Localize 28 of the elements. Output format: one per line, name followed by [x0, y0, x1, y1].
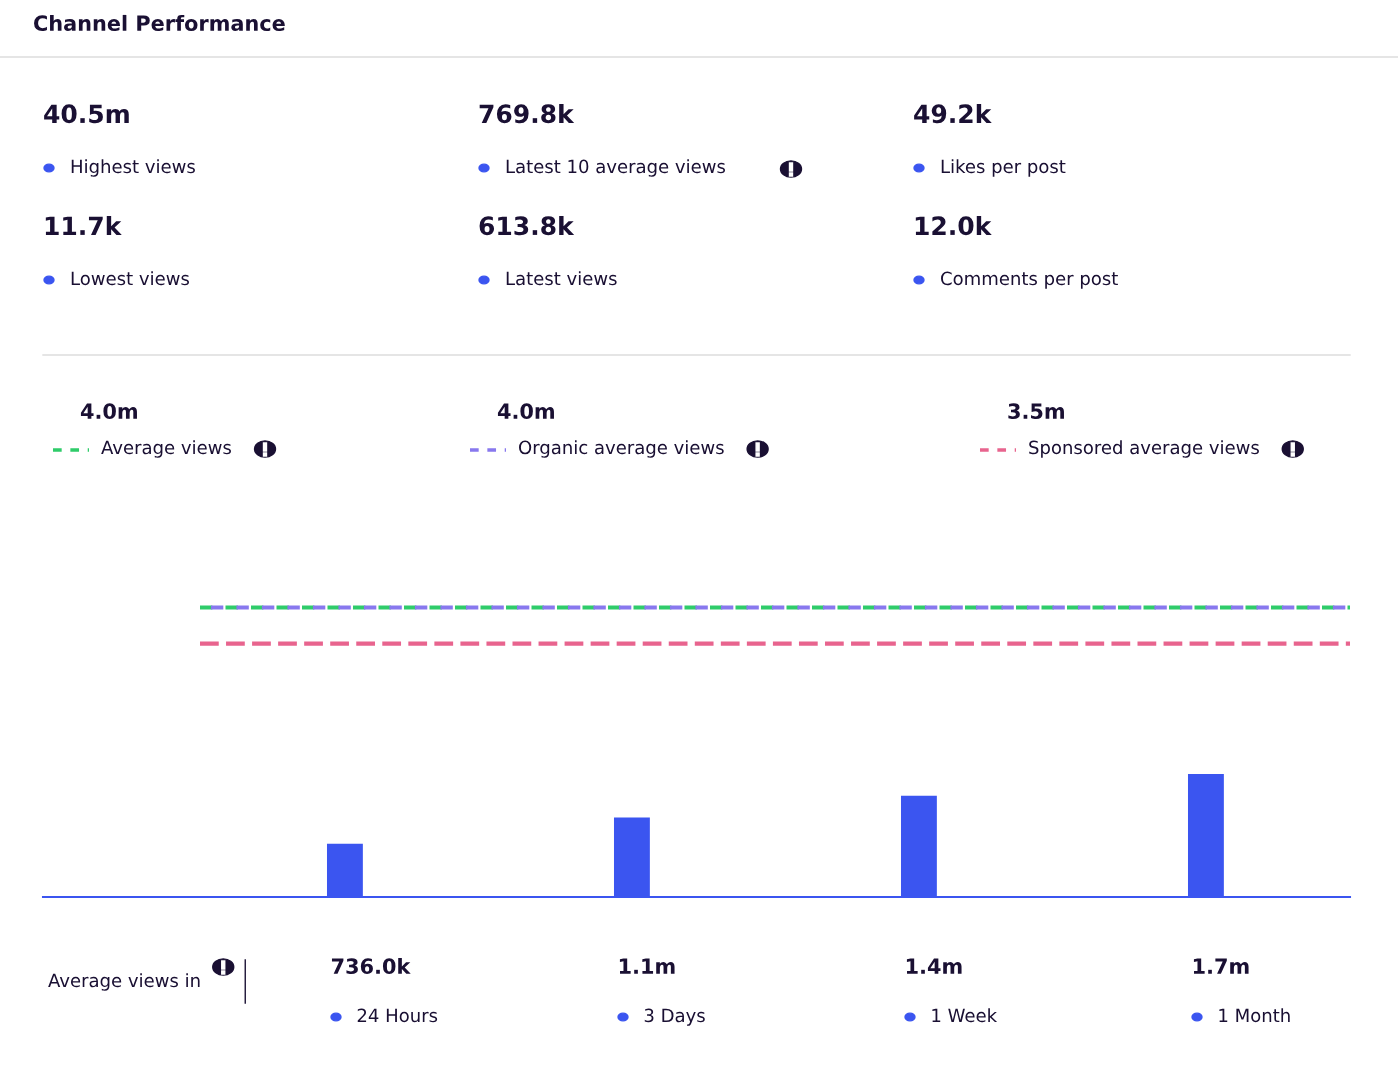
category-label: 1 Month: [1219, 1008, 1290, 1023]
text: 11.7k: [45, 215, 122, 235]
text: 4.0m: [497, 403, 554, 420]
legend-label: Organic average views: [519, 440, 724, 458]
data-label: 1.7m: [1193, 958, 1249, 974]
text: Latest views: [506, 271, 617, 286]
text: 12.0k: [915, 215, 992, 236]
text: 613.8k: [479, 215, 575, 236]
text: Channel Performance: [34, 14, 285, 32]
category-label: 24 Hours: [357, 1008, 438, 1023]
data-label: 1.4m: [906, 958, 962, 974]
text: Highest views: [71, 159, 195, 177]
text: 40.5m: [44, 104, 129, 124]
category-label: 3 Days: [644, 1008, 705, 1026]
data-label: 736.0k: [331, 957, 411, 975]
legend-label: Sponsored average views: [1029, 440, 1259, 458]
text: 769.8k: [479, 103, 575, 124]
category-label: 1 Week: [932, 1008, 998, 1023]
text: Lowest views: [71, 271, 189, 286]
text: Comments per post: [941, 271, 1118, 289]
text: 4.0m: [80, 403, 137, 420]
text: Likes per post: [941, 159, 1066, 177]
text: 3.5m: [1008, 403, 1064, 420]
x-axis-title: Average views in: [48, 973, 200, 991]
text: 49.2k: [914, 103, 992, 124]
text: Latest 10 average views: [506, 159, 726, 177]
legend-label: Average views: [101, 440, 231, 458]
data-label: 1.1m: [619, 958, 675, 974]
